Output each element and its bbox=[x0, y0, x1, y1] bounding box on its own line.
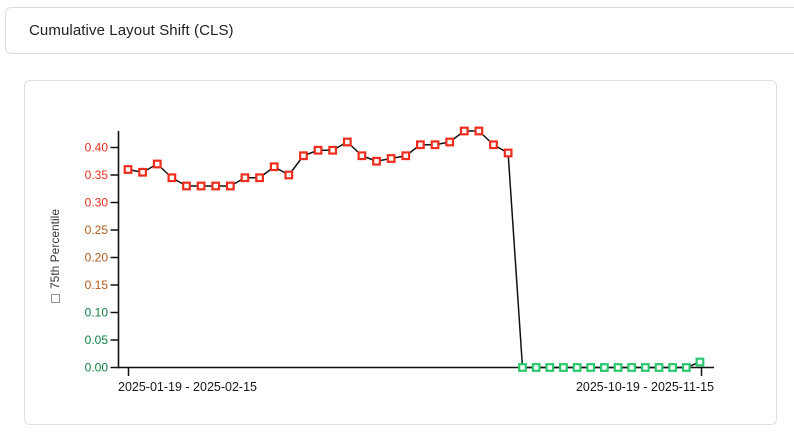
data-point-marker[interactable] bbox=[401, 151, 411, 161]
checkbox-unchecked-icon[interactable] bbox=[50, 294, 60, 304]
data-point-marker[interactable] bbox=[668, 363, 678, 372]
y-tick-label: 0.30 bbox=[85, 196, 109, 210]
data-point-marker[interactable] bbox=[586, 363, 596, 372]
y-tick-label: 0.15 bbox=[85, 278, 109, 292]
trend-line bbox=[127, 130, 701, 369]
data-point-marker[interactable] bbox=[474, 126, 484, 136]
data-point-marker[interactable] bbox=[123, 165, 133, 174]
data-point-marker[interactable] bbox=[357, 151, 367, 161]
data-point-marker[interactable] bbox=[627, 363, 637, 372]
data-point-marker[interactable] bbox=[459, 126, 469, 136]
y-tick-label: 0.00 bbox=[85, 361, 109, 375]
data-point-marker[interactable] bbox=[196, 181, 206, 191]
data-point-marker[interactable] bbox=[386, 154, 396, 163]
data-point-marker[interactable] bbox=[152, 159, 162, 169]
data-point-marker[interactable] bbox=[299, 151, 308, 161]
data-point-marker[interactable] bbox=[599, 363, 609, 372]
data-point-marker[interactable] bbox=[269, 162, 279, 172]
data-point-marker[interactable] bbox=[225, 181, 235, 191]
data-point-marker[interactable] bbox=[695, 357, 705, 367]
y-tick-label: 0.25 bbox=[85, 223, 109, 237]
data-point-marker[interactable] bbox=[572, 363, 582, 372]
x-tick-label-end: 2025-10-19 - 2025-11-15 bbox=[576, 380, 714, 394]
data-point-marker[interactable] bbox=[430, 140, 440, 150]
data-point-marker[interactable] bbox=[240, 173, 250, 183]
data-point-marker[interactable] bbox=[182, 181, 191, 191]
data-point-marker[interactable] bbox=[211, 181, 221, 191]
data-point-marker[interactable] bbox=[531, 363, 541, 372]
data-point-marker[interactable] bbox=[489, 140, 498, 150]
data-point-marker[interactable] bbox=[342, 137, 352, 147]
chart-card: 75th Percentile 0.00 0.05 0.10 0.15 0.20 0.25… bbox=[24, 80, 777, 425]
data-point-marker[interactable] bbox=[167, 173, 177, 183]
data-point-marker[interactable] bbox=[640, 363, 650, 372]
y-axis-title-label: 75th Percentile bbox=[48, 208, 62, 290]
data-point-marker[interactable] bbox=[416, 140, 425, 150]
data-point-marker[interactable] bbox=[328, 145, 338, 155]
data-point-marker[interactable] bbox=[255, 173, 264, 183]
data-point-marker[interactable] bbox=[613, 363, 623, 372]
page-title: Cumulative Layout Shift (CLS) bbox=[29, 22, 234, 39]
y-axis-title: 75th Percentile bbox=[47, 176, 63, 336]
data-point-marker[interactable] bbox=[284, 170, 294, 180]
data-point-marker[interactable] bbox=[518, 363, 527, 372]
y-tick-label: 0.35 bbox=[85, 168, 109, 182]
y-tick-label: 0.20 bbox=[85, 251, 109, 265]
data-point-marker[interactable] bbox=[545, 363, 555, 372]
data-point-marker[interactable] bbox=[138, 167, 148, 177]
data-point-marker[interactable] bbox=[654, 363, 664, 372]
data-point-marker[interactable] bbox=[372, 156, 381, 166]
data-point-marker[interactable] bbox=[313, 145, 323, 155]
x-tick-label-start: 2025-01-19 - 2025-02-15 bbox=[118, 380, 257, 394]
y-tick-label: 0.05 bbox=[85, 333, 109, 347]
data-point-marker[interactable] bbox=[445, 137, 455, 147]
cls-trend-chart: 0.00 0.05 0.10 0.15 0.20 0.25 0.30 0.35 0.40 2025… bbox=[85, 126, 714, 394]
data-point-marker[interactable] bbox=[559, 363, 568, 372]
data-point-marker[interactable] bbox=[503, 148, 513, 158]
data-point-marker[interactable] bbox=[681, 363, 691, 372]
y-tick-label: 0.10 bbox=[85, 306, 109, 320]
y-tick-label: 0.40 bbox=[85, 141, 109, 155]
metric-title-card: Cumulative Layout Shift (CLS) bbox=[5, 7, 794, 54]
